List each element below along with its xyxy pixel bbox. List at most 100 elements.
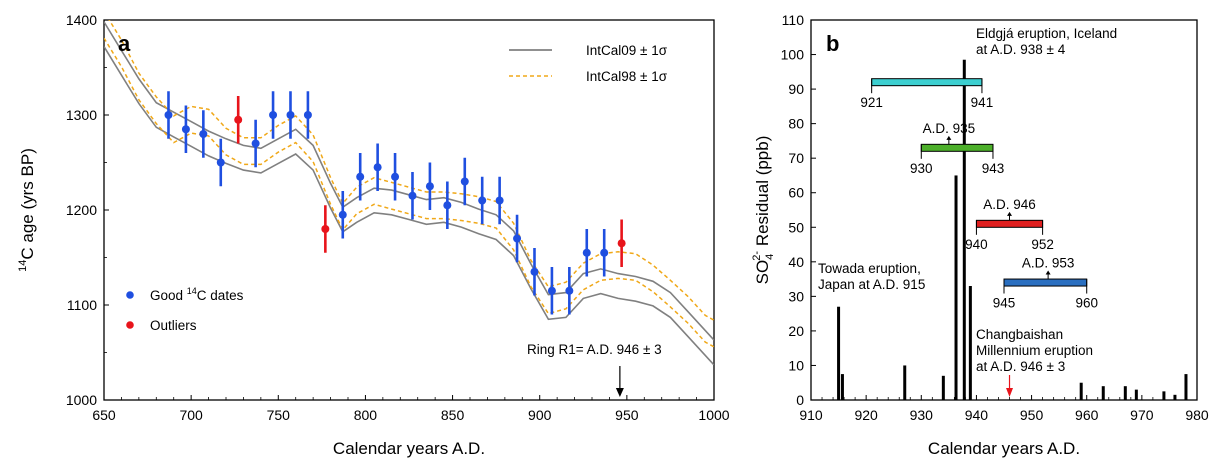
- y-tick-label: 50: [788, 219, 804, 235]
- intcal09-curve-lower: [104, 46, 714, 366]
- x-tick-label: 970: [1130, 407, 1154, 423]
- good-date-point: [425, 182, 434, 191]
- x-tick-label: 940: [965, 407, 989, 423]
- sulfate-bar: [840, 374, 844, 400]
- ring-r1-annotation: Ring R1= A.D. 946 ± 3: [527, 342, 662, 357]
- x-tick-label: 980: [1185, 407, 1209, 423]
- good-date-point: [199, 130, 208, 138]
- date-range-end-label: 960: [1075, 296, 1098, 311]
- x-tick-label: 750: [267, 407, 291, 423]
- y-tick-label: 10: [788, 357, 804, 373]
- y-tick-label: 60: [788, 185, 804, 201]
- ring-r1-arrow: [615, 366, 624, 397]
- good-date-point: [181, 125, 190, 134]
- eldgja-annotation-line1: Eldgjá eruption, Iceland: [976, 26, 1117, 41]
- x-tick-label: 910: [799, 407, 823, 423]
- sulfate-bar: [1123, 386, 1127, 400]
- y-tick-label: 40: [788, 254, 804, 270]
- changbai-annotation-line1: Changbaishan: [976, 327, 1063, 342]
- sulfate-bar: [1173, 394, 1177, 400]
- outlier-date-point: [321, 225, 330, 233]
- panel-b-plot-frame: [810, 19, 1198, 401]
- good-date-point: [216, 158, 225, 167]
- date-range-center-label: A.D. 935: [923, 121, 976, 136]
- x-tick-label: 800: [354, 407, 378, 423]
- good-date-point: [408, 191, 417, 200]
- good-date-point: [443, 201, 452, 210]
- panel-b-letter: b: [826, 31, 839, 56]
- panel-a-y-label-rest: C age (yrs BP): [18, 148, 37, 259]
- good-date-point: [338, 210, 347, 219]
- outlier-date-point: [617, 239, 626, 248]
- good-date-point: [530, 267, 539, 276]
- panel-b-bars: [837, 59, 1188, 401]
- panel-a-point-legend: Good 14C dates Outliers: [126, 286, 244, 333]
- sulfate-bar: [968, 286, 972, 400]
- panel-b-y-axis-label: SO42- Residual (ppb): [751, 136, 776, 285]
- towada-annotation-line2: Japan at A.D. 915: [818, 277, 925, 292]
- panel-b-x-axis-label: Calendar years A.D.: [928, 439, 1080, 458]
- date-range-start-label: 921: [860, 95, 883, 110]
- legend-good-marker: [126, 291, 134, 299]
- good-date-point: [251, 139, 260, 148]
- legend-intcal09-label: IntCal09 ± 1σ: [586, 43, 668, 58]
- sulfate-bar: [1079, 382, 1083, 400]
- y-tick-label: 90: [788, 81, 804, 97]
- date-range-end-label: 941: [971, 95, 994, 110]
- sulfate-bar: [1101, 386, 1105, 400]
- date-range-center-arrow: [1045, 270, 1051, 275]
- date-range-end-label: 943: [982, 161, 1005, 176]
- legend-good-sup: 14: [187, 286, 197, 296]
- y-tick-label: 0: [796, 392, 804, 408]
- changbai-annotation-line3: at A.D. 946 ± 3: [976, 359, 1065, 374]
- date-range-center-arrow: [946, 135, 952, 140]
- x-tick-label: 850: [441, 407, 465, 423]
- x-tick-label: 960: [1075, 407, 1099, 423]
- x-tick-label: 650: [92, 407, 116, 423]
- date-range-start-label: 940: [965, 237, 988, 252]
- good-date-point: [164, 111, 173, 119]
- panel-b-y-label-sub: 4: [764, 254, 776, 260]
- good-date-point: [495, 196, 504, 205]
- panel-a-calibration-curves: [104, 20, 714, 366]
- eldgja-annotation-line2: at A.D. 938 ± 4: [976, 42, 1066, 57]
- towada-annotation-line1: Towada eruption,: [818, 261, 921, 276]
- date-range-bar: [920, 143, 994, 152]
- sulfate-bar: [1162, 391, 1166, 400]
- changbai-annotation-line2: Millennium eruption: [976, 343, 1093, 358]
- good-date-point: [286, 111, 295, 119]
- legend-good-label: Good 14C dates: [150, 286, 244, 303]
- x-tick-label: 900: [528, 407, 552, 423]
- legend-outlier-label: Outliers: [150, 318, 197, 333]
- good-date-point: [600, 248, 609, 257]
- y-tick-label: 20: [788, 323, 804, 339]
- y-tick-label: 30: [788, 288, 804, 304]
- panel-b-chart: 910 920 930 940 950 960 970 980 0 10 20 30 40 50 60 70 8…: [751, 12, 1209, 458]
- date-range-start-label: 930: [910, 161, 933, 176]
- panel-b-y-label-pre: SO: [753, 260, 772, 285]
- good-date-point: [460, 177, 469, 186]
- y-tick-label: 1100: [67, 297, 97, 313]
- good-date-point: [513, 234, 522, 243]
- x-tick-label: 920: [854, 407, 878, 423]
- panel-b-axes: 910 920 930 940 950 960 970 980 0 10 20 30 40 50 60 70 8…: [781, 12, 1209, 423]
- y-tick-label: 100: [781, 47, 805, 63]
- x-tick-label: 930: [910, 407, 934, 423]
- date-range-center-label: A.D. 946: [983, 197, 1036, 212]
- good-date-point: [478, 196, 487, 205]
- panel-b-date-ranges: 921 941 930 943 A.D. 935 940 952 A.D. 946 945 960…: [860, 78, 1098, 311]
- y-tick-label: 70: [788, 150, 804, 166]
- panel-a-legend: IntCal09 ± 1σ IntCal98 ± 1σ: [509, 43, 668, 84]
- sulfate-bar: [941, 375, 945, 400]
- x-tick-label: 1000: [698, 407, 729, 423]
- panel-a-y-label-sup: 14: [17, 260, 29, 272]
- good-date-point: [565, 286, 574, 295]
- y-tick-label: 1300: [66, 107, 97, 123]
- sulfate-bar: [1184, 374, 1188, 400]
- y-tick-label: 1200: [66, 202, 97, 218]
- x-tick-label: 700: [179, 407, 203, 423]
- good-date-point: [373, 163, 382, 172]
- panel-a-y-axis-label: 14C age (yrs BP): [17, 148, 37, 272]
- x-tick-label: 950: [615, 407, 639, 423]
